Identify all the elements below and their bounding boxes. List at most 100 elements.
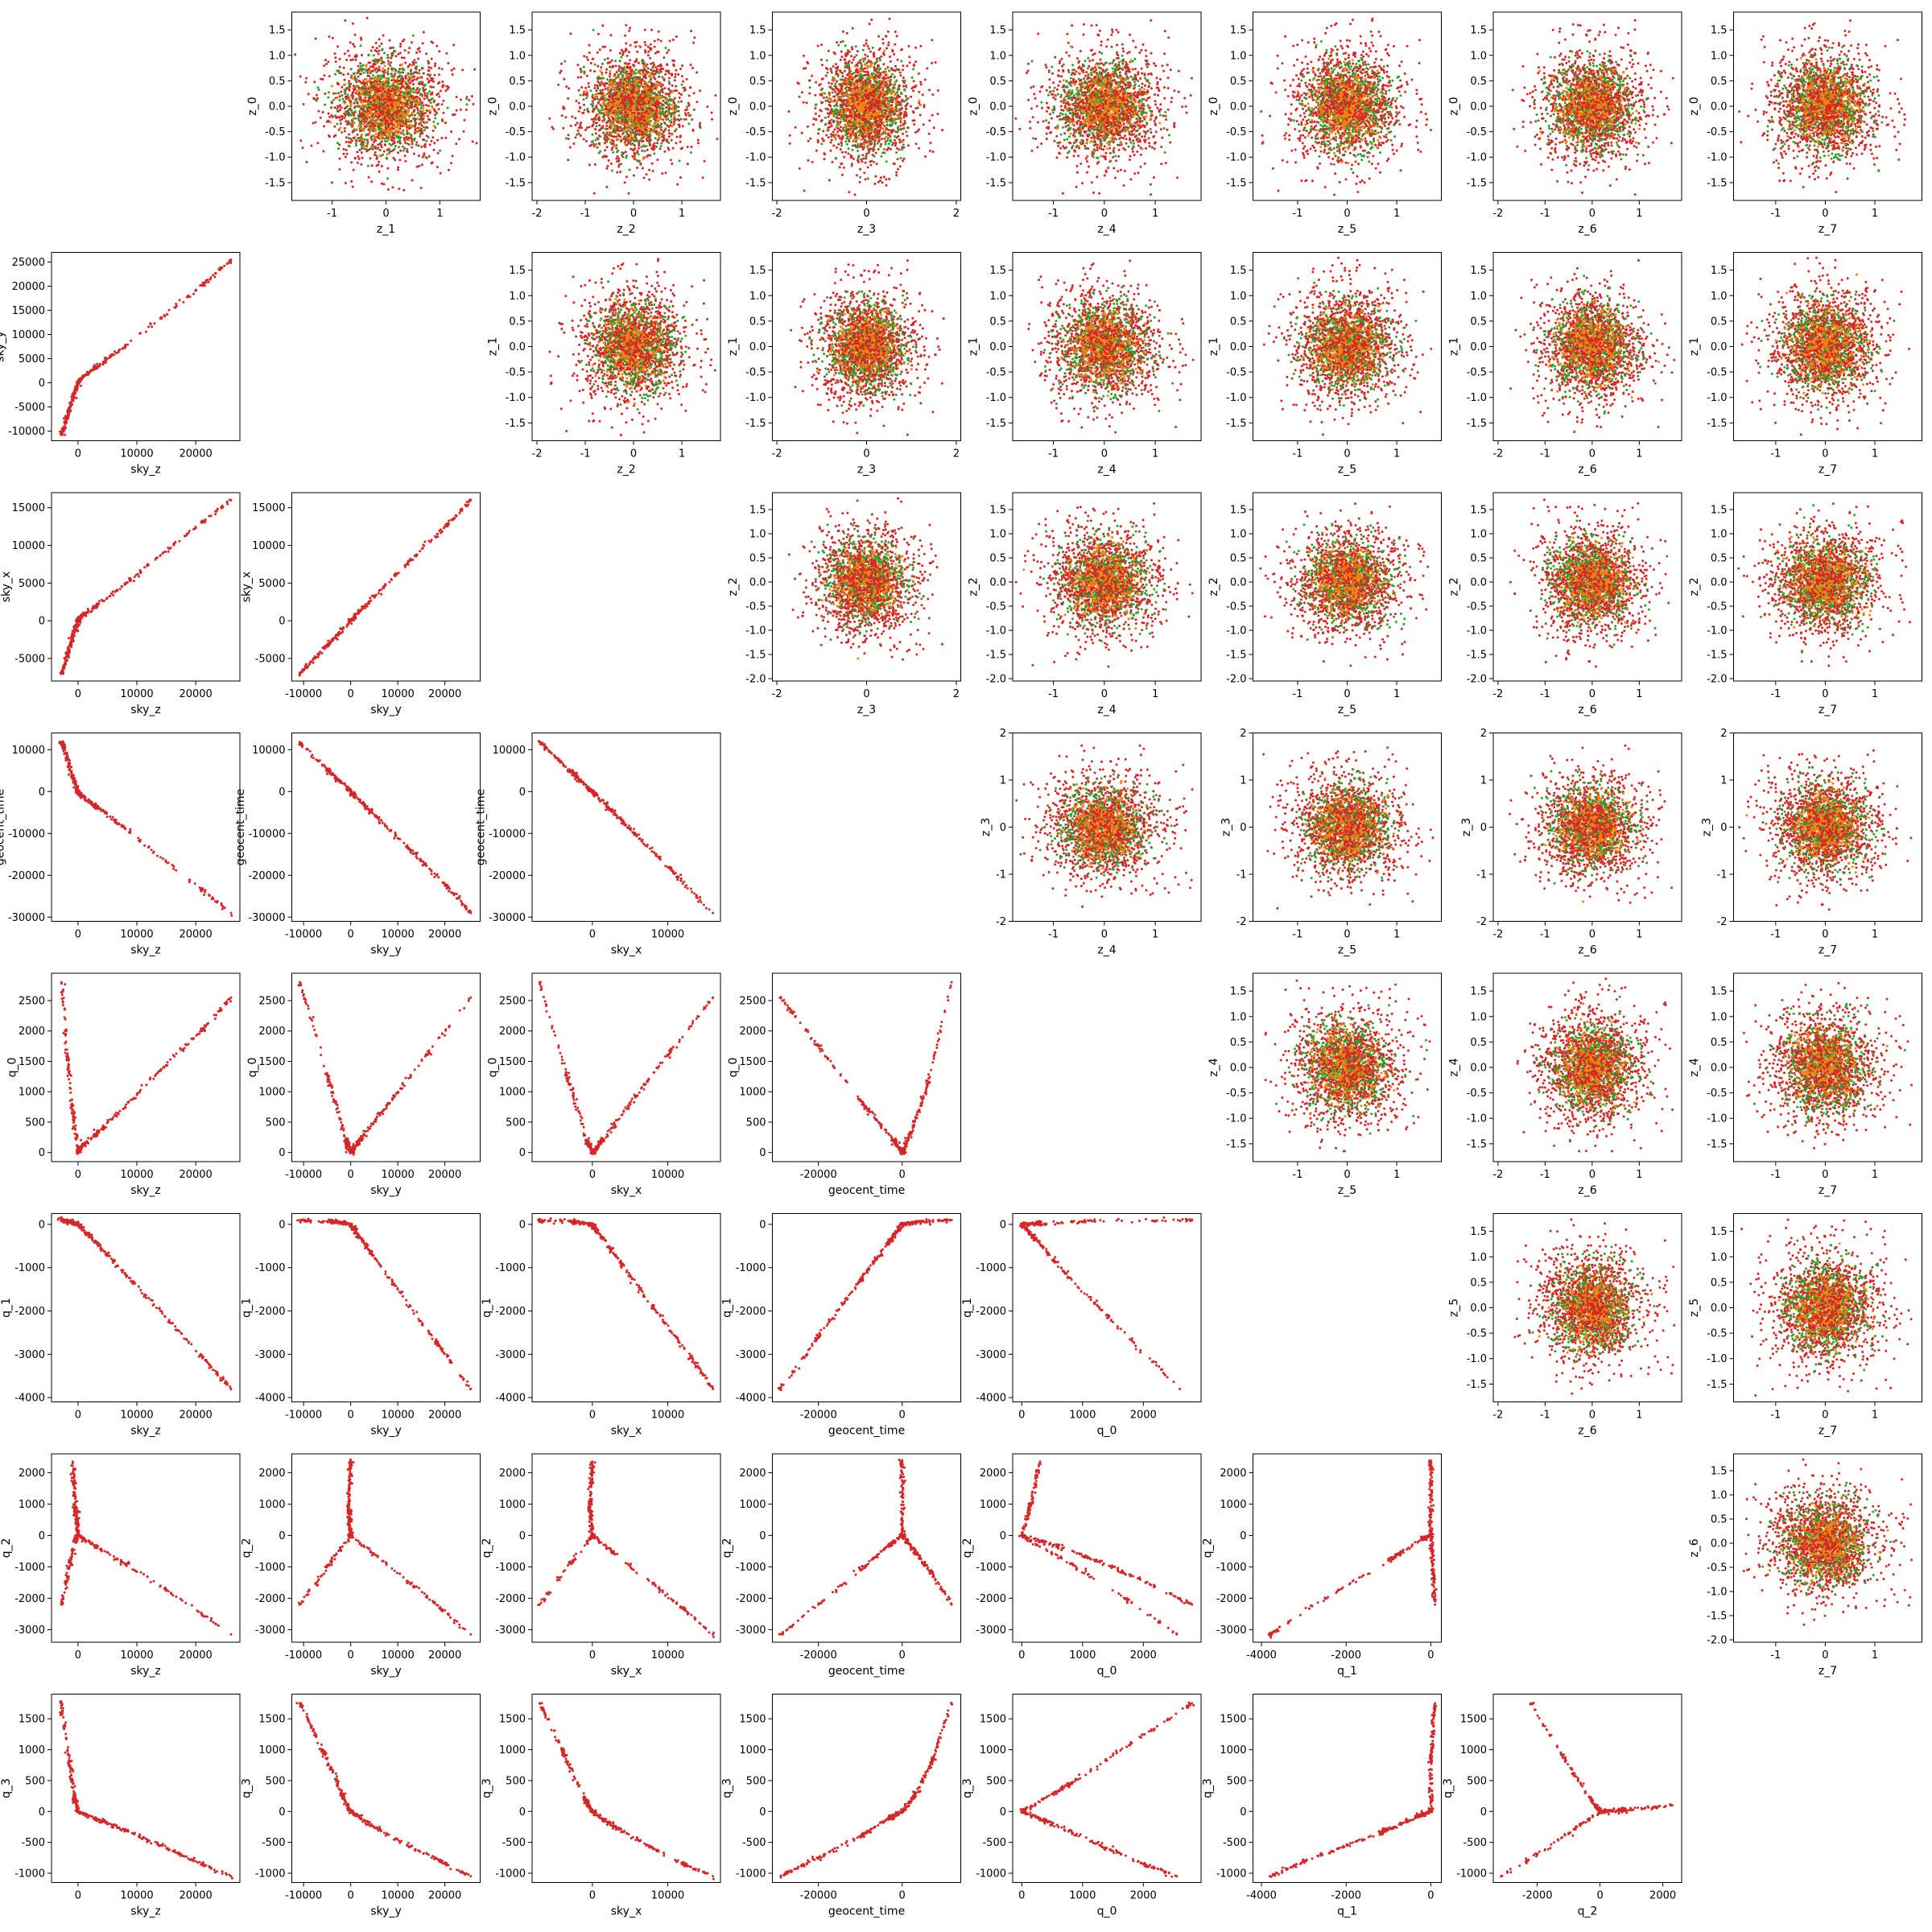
- point-orange: [398, 122, 401, 125]
- point-red: [377, 117, 379, 119]
- point-green: [400, 72, 402, 74]
- point-red: [402, 189, 405, 192]
- point-red: [384, 101, 386, 104]
- point-orange: [367, 124, 369, 126]
- point-green: [592, 94, 594, 97]
- point-red: [379, 123, 382, 126]
- point-green: [363, 142, 365, 144]
- point-green: [427, 60, 429, 63]
- point-red: [572, 142, 575, 145]
- point-red: [609, 72, 611, 75]
- point-red: [402, 72, 404, 74]
- point-red: [632, 80, 634, 83]
- point-red: [671, 139, 673, 142]
- point-red: [620, 129, 622, 131]
- point-green: [634, 76, 637, 78]
- point-green: [364, 138, 366, 141]
- point-red: [656, 68, 658, 71]
- point-orange: [651, 125, 654, 127]
- point-red: [333, 126, 336, 128]
- point-red: [383, 118, 386, 120]
- point-orange: [394, 125, 397, 127]
- point-red: [830, 150, 832, 152]
- point-green: [406, 148, 408, 151]
- point-red: [679, 68, 682, 70]
- point-red: [608, 99, 610, 101]
- point-red: [699, 124, 701, 126]
- point-red: [302, 147, 304, 149]
- point-red: [386, 98, 388, 101]
- point-red: [888, 41, 890, 43]
- point-orange: [605, 111, 607, 114]
- point-red: [588, 44, 591, 47]
- point-orange: [411, 112, 414, 114]
- point-orange: [433, 125, 436, 127]
- point-red: [336, 105, 339, 108]
- point-red: [593, 145, 596, 147]
- point-red: [634, 132, 636, 134]
- point-red: [381, 111, 383, 114]
- point-red: [476, 142, 478, 144]
- point-green: [377, 148, 379, 151]
- point-red: [636, 108, 638, 110]
- point-red: [633, 127, 635, 130]
- point-red: [580, 126, 583, 129]
- point-red: [382, 35, 385, 37]
- point-green: [360, 44, 362, 47]
- point-red: [397, 166, 399, 168]
- point-red: [602, 155, 605, 158]
- point-red: [369, 61, 371, 64]
- point-red: [807, 159, 810, 162]
- point-red: [345, 136, 348, 138]
- point-red: [332, 93, 335, 95]
- point-red: [626, 122, 629, 125]
- point-green: [428, 75, 431, 77]
- point-red: [362, 109, 365, 112]
- point-red: [338, 129, 341, 131]
- point-orange: [418, 110, 420, 113]
- point-red: [383, 151, 386, 153]
- point-red: [388, 125, 390, 127]
- point-red: [625, 42, 627, 44]
- point-red: [377, 143, 379, 146]
- point-red: [393, 100, 395, 102]
- point-orange: [671, 104, 673, 106]
- point-red: [595, 115, 597, 118]
- point-orange: [601, 73, 604, 76]
- point-red: [616, 81, 618, 84]
- y-tick-label: -0.5: [506, 126, 526, 138]
- point-red: [404, 76, 407, 78]
- point-red: [618, 160, 621, 163]
- point-red: [634, 120, 636, 122]
- point-red: [931, 39, 933, 41]
- point-red: [880, 56, 882, 58]
- point-red: [578, 102, 580, 105]
- point-red: [355, 80, 357, 83]
- point-red: [402, 97, 405, 99]
- point-red: [356, 151, 358, 153]
- point-red: [377, 96, 379, 98]
- point-red: [631, 112, 634, 114]
- point-red: [673, 64, 675, 67]
- point-red: [568, 134, 570, 136]
- point-red: [666, 64, 668, 66]
- point-red: [465, 109, 468, 111]
- point-orange: [382, 68, 384, 70]
- point-red: [342, 73, 345, 76]
- point-green: [394, 68, 397, 71]
- point-red: [411, 41, 413, 43]
- point-red: [928, 119, 931, 122]
- point-red: [654, 145, 656, 147]
- point-red: [304, 81, 307, 84]
- point-red: [605, 186, 608, 188]
- point-green: [675, 128, 678, 130]
- point-green: [327, 97, 329, 99]
- point-red: [622, 51, 625, 53]
- point-green: [428, 90, 431, 93]
- point-green: [402, 68, 404, 71]
- point-red: [568, 138, 570, 140]
- point-green: [653, 152, 655, 155]
- point-orange: [609, 82, 612, 85]
- point-green: [414, 138, 416, 140]
- point-red: [706, 105, 708, 108]
